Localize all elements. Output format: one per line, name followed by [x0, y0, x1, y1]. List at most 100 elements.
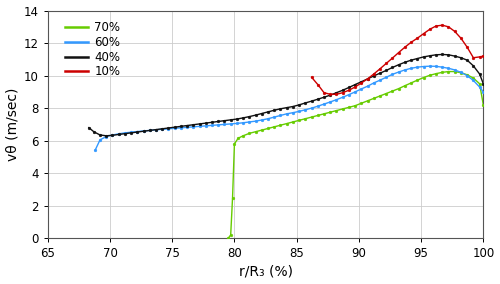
70% [321, 112, 327, 116]
10% [358, 81, 364, 85]
70% [476, 82, 482, 85]
70% [352, 104, 358, 107]
10% [364, 77, 370, 81]
70% [278, 124, 283, 127]
40% [184, 124, 190, 127]
10% [340, 91, 345, 94]
10% [420, 32, 426, 35]
70% [433, 72, 439, 75]
70% [240, 134, 246, 137]
10% [371, 72, 377, 76]
60% [140, 129, 146, 133]
70% [235, 137, 241, 140]
40% [209, 121, 215, 124]
70% [464, 73, 470, 76]
70% [315, 114, 321, 117]
40% [296, 103, 302, 106]
X-axis label: r/R₃ (%): r/R₃ (%) [238, 264, 292, 278]
70% [427, 74, 433, 77]
10% [458, 37, 464, 40]
10% [433, 24, 439, 28]
10% [383, 62, 389, 65]
60% [346, 93, 352, 96]
40% [440, 53, 446, 56]
Line: 40%: 40% [88, 53, 484, 137]
Line: 60%: 60% [94, 65, 484, 152]
40% [470, 64, 476, 68]
70% [364, 99, 370, 103]
70% [358, 102, 364, 105]
70% [346, 106, 352, 109]
70% [302, 117, 308, 120]
40% [103, 134, 109, 137]
10% [308, 76, 314, 79]
60% [427, 64, 433, 68]
Legend: 70%, 60%, 40%, 10%: 70%, 60%, 40%, 10% [62, 19, 122, 81]
70% [340, 107, 345, 111]
Y-axis label: vθ (m/sec): vθ (m/sec) [6, 88, 20, 161]
10% [452, 30, 458, 33]
10% [334, 93, 340, 96]
70% [296, 119, 302, 122]
Line: 10%: 10% [310, 24, 484, 96]
10% [446, 25, 452, 28]
10% [464, 45, 470, 49]
10% [480, 55, 486, 58]
70% [402, 84, 408, 87]
70% [452, 70, 458, 73]
70% [414, 78, 420, 82]
70% [440, 71, 446, 74]
60% [92, 149, 98, 152]
70% [228, 233, 234, 237]
70% [232, 142, 237, 146]
60% [284, 112, 290, 116]
70% [290, 120, 296, 124]
70% [371, 97, 377, 100]
70% [408, 81, 414, 85]
70% [458, 71, 464, 74]
70% [480, 103, 486, 106]
10% [315, 83, 321, 86]
10% [390, 56, 396, 60]
70% [284, 122, 290, 125]
60% [308, 106, 314, 110]
60% [252, 120, 258, 123]
10% [414, 37, 420, 40]
10% [440, 24, 446, 27]
70% [396, 87, 402, 90]
70% [390, 89, 396, 93]
10% [427, 28, 433, 31]
10% [470, 56, 476, 59]
70% [259, 128, 265, 132]
70% [252, 130, 258, 133]
10% [377, 67, 383, 70]
10% [346, 89, 352, 92]
10% [402, 45, 408, 49]
70% [230, 196, 235, 199]
70% [271, 125, 277, 129]
40% [86, 126, 92, 129]
10% [408, 41, 414, 44]
70% [308, 115, 314, 119]
70% [420, 76, 426, 79]
10% [396, 51, 402, 54]
70% [334, 109, 340, 112]
70% [383, 92, 389, 95]
40% [480, 82, 486, 85]
70% [225, 237, 231, 240]
70% [470, 76, 476, 80]
40% [433, 53, 439, 57]
60% [340, 95, 345, 99]
10% [476, 55, 482, 59]
10% [321, 91, 327, 94]
Line: 70%: 70% [227, 70, 484, 240]
10% [327, 93, 333, 96]
70% [327, 110, 333, 114]
60% [480, 90, 486, 94]
10% [352, 85, 358, 89]
70% [377, 94, 383, 98]
70% [246, 132, 252, 135]
70% [265, 127, 271, 130]
40% [259, 112, 265, 115]
70% [446, 70, 452, 73]
